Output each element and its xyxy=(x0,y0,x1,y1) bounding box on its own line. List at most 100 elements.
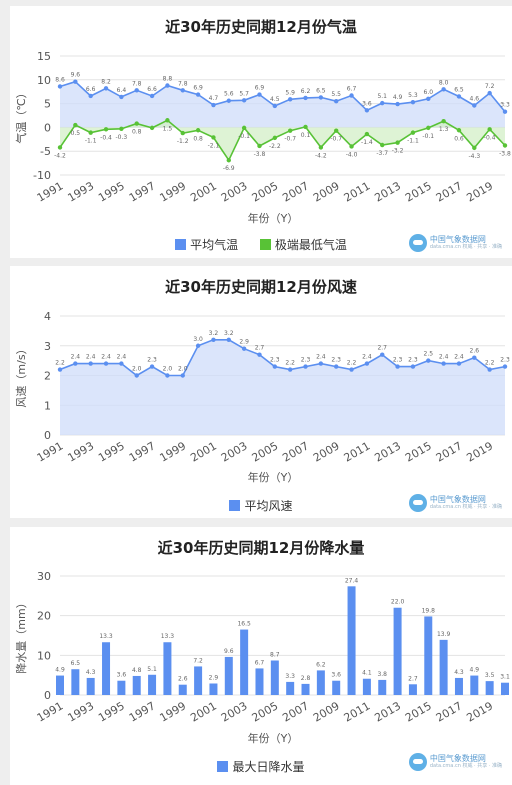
wind-speed-point xyxy=(318,361,324,366)
precipitation-panel: 近30年历史同期12月份降水量 0 10 20 30 1991 1993 1995 1997 1… xyxy=(10,527,512,785)
data-label: 2.8 xyxy=(301,675,311,682)
wind-speed-point xyxy=(88,361,93,366)
avg-temp-point xyxy=(119,94,124,100)
avg-temp-point xyxy=(349,93,354,98)
wind-speed-point xyxy=(257,352,262,357)
min-temp-point xyxy=(211,135,216,140)
data-label: -4.0 xyxy=(346,151,358,158)
cloud-logo-icon xyxy=(408,234,427,252)
data-label: 7.2 xyxy=(485,83,495,90)
min-temp-point xyxy=(134,121,139,126)
legend-item-avg-wind[interactable]: 平均风速 xyxy=(229,497,293,514)
data-label: 2.4 xyxy=(316,354,326,361)
min-temp-point xyxy=(426,125,431,131)
logo-subtitle: data.cma.cn 权威 · 共享 · 准确 xyxy=(429,244,502,250)
data-label: 2.3 xyxy=(408,357,418,364)
x-tick-label: 1999 xyxy=(158,179,189,204)
x-tick-label: 2009 xyxy=(311,699,342,724)
legend-item-min-temp[interactable]: 极端最低气温 xyxy=(259,236,347,253)
min-temp-point xyxy=(303,124,308,130)
min-temp-point xyxy=(410,130,416,135)
wind-speed-point xyxy=(334,364,339,369)
precip-bar xyxy=(163,642,172,695)
legend: 平均气温 极端最低气温 xyxy=(10,236,512,253)
data-label: 6.7 xyxy=(255,659,265,666)
data-label: 4.9 xyxy=(470,667,480,674)
precip-bar xyxy=(148,674,157,695)
avg-temp-line xyxy=(59,80,506,113)
legend-swatch xyxy=(175,239,187,250)
wind-speed-point xyxy=(165,373,170,378)
x-tick-label: 2013 xyxy=(372,699,403,724)
avg-temp-point xyxy=(88,93,93,99)
precip-bar xyxy=(71,669,80,695)
logo-subtitle: data.cma.cn 权威 · 共享 · 准确 xyxy=(429,763,502,769)
data-label: 7.2 xyxy=(193,657,203,664)
wind-speed-point xyxy=(349,367,354,372)
wind-speed-point xyxy=(380,352,385,357)
avg-temp-point xyxy=(134,88,139,93)
wind-speed-point xyxy=(149,364,155,369)
legend-label: 极端最低气温 xyxy=(274,238,347,252)
data-label: 4.9 xyxy=(55,667,65,674)
x-tick-label: 2003 xyxy=(219,179,250,204)
precip-bar xyxy=(362,678,371,695)
data-label: -1.2 xyxy=(177,138,189,145)
data-label: 2.3 xyxy=(301,357,311,364)
data-label: 2.3 xyxy=(500,357,510,364)
data-label: 6.5 xyxy=(316,87,326,94)
x-tick-label: 2017 xyxy=(434,699,465,724)
data-label: -4.3 xyxy=(468,153,480,160)
data-label: 2.7 xyxy=(255,345,265,352)
min-temp-point xyxy=(502,143,508,148)
x-tick-label: 2001 xyxy=(188,439,219,464)
legend-item-avg-temp[interactable]: 平均气温 xyxy=(175,236,238,253)
y-tick-label: 0 xyxy=(44,121,51,134)
avg-temp-point xyxy=(241,98,247,103)
x-tick-label: 1993 xyxy=(65,179,96,204)
data-label: 4.3 xyxy=(454,669,464,676)
min-temp-point xyxy=(380,142,385,148)
data-label: 3.6 xyxy=(362,100,372,107)
precip-bar xyxy=(178,684,187,695)
data-label: 5.6 xyxy=(224,91,234,98)
avg-temp-point xyxy=(272,103,278,109)
legend-swatch xyxy=(259,239,271,250)
data-label: 13.3 xyxy=(99,633,113,640)
data-label: 3.5 xyxy=(485,672,495,679)
x-tick-label: 2019 xyxy=(464,439,495,464)
data-label: 2.4 xyxy=(101,354,111,361)
wind-speed-point xyxy=(441,361,446,366)
x-tick-label: 1993 xyxy=(65,699,96,724)
x-tick-label: 2017 xyxy=(434,439,465,464)
legend-swatch xyxy=(217,761,229,772)
y-tick-label: 1 xyxy=(44,399,51,412)
avg-temp-point xyxy=(257,92,262,97)
x-tick-label: 2013 xyxy=(372,179,403,204)
avg-temp-point xyxy=(395,101,400,107)
data-label: 5.9 xyxy=(285,89,295,96)
x-tick-label: 1995 xyxy=(96,439,127,464)
min-temp-point xyxy=(272,135,278,141)
x-tick-label: 2001 xyxy=(188,699,219,724)
x-tick-label: 2017 xyxy=(434,179,465,204)
min-temp-point xyxy=(395,140,400,145)
wind-speed-point xyxy=(119,361,124,366)
data-label: 27.4 xyxy=(345,577,359,584)
precip-bar xyxy=(378,679,387,695)
wind-speed-point xyxy=(272,364,278,369)
wind-speed-point xyxy=(303,364,308,369)
data-label: 6.5 xyxy=(454,86,464,93)
precip-bar xyxy=(332,680,341,695)
x-tick-label: 2015 xyxy=(403,179,434,204)
cma-logo: 中国气象数据网 data.cma.cn 权威 · 共享 · 准确 xyxy=(408,234,502,252)
min-temp-line-area xyxy=(60,120,505,161)
legend-item-max-daily-precip[interactable]: 最大日降水量 xyxy=(217,758,305,775)
precip-bar xyxy=(470,675,479,695)
wind-speed-point xyxy=(487,367,492,372)
x-tick-label: 2007 xyxy=(280,179,311,204)
data-label: 2.7 xyxy=(377,345,387,352)
data-label: 13.9 xyxy=(437,631,451,638)
